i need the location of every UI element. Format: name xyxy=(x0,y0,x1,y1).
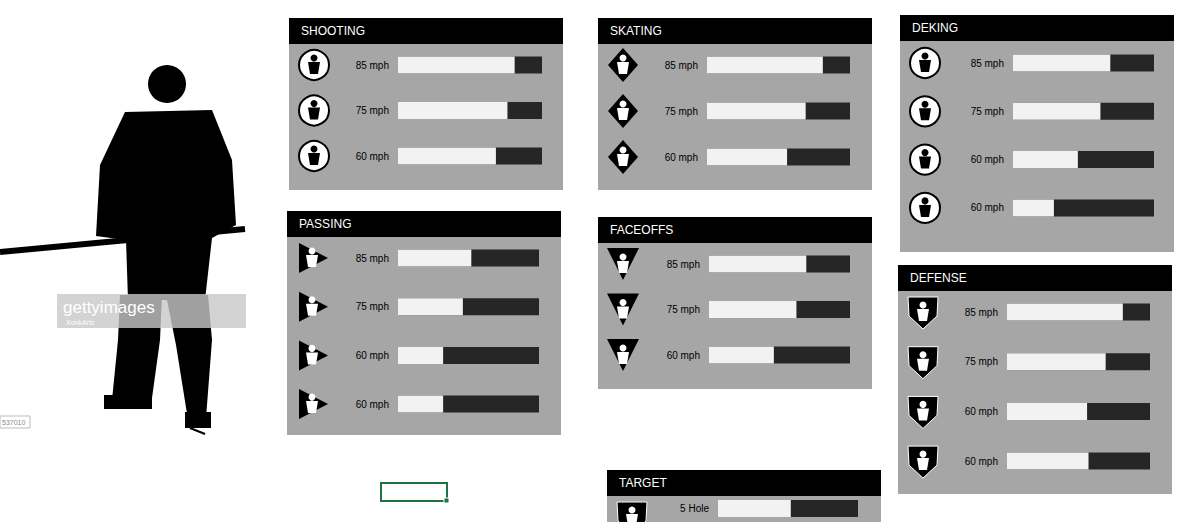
svg-text:5 Hole: 5 Hole xyxy=(680,503,709,514)
svg-text:FACEOFFS: FACEOFFS xyxy=(610,223,673,237)
svg-text:60 mph: 60 mph xyxy=(667,350,700,361)
svg-text:537010: 537010 xyxy=(2,419,25,426)
svg-text:85 mph: 85 mph xyxy=(356,253,389,264)
svg-text:75 mph: 75 mph xyxy=(971,106,1004,117)
svg-text:75 mph: 75 mph xyxy=(965,356,998,367)
svg-text:DEKING: DEKING xyxy=(912,21,958,35)
svg-text:85 mph: 85 mph xyxy=(356,60,389,71)
svg-text:75 mph: 75 mph xyxy=(665,106,698,117)
svg-text:75 mph: 75 mph xyxy=(356,105,389,116)
svg-text:SKATING: SKATING xyxy=(610,24,662,38)
svg-text:60 mph: 60 mph xyxy=(965,406,998,417)
svg-text:75 mph: 75 mph xyxy=(667,304,700,315)
svg-text:gettyimages: gettyimages xyxy=(63,298,155,317)
svg-text:85 mph: 85 mph xyxy=(965,307,998,318)
svg-text:SHOOTING: SHOOTING xyxy=(301,24,365,38)
svg-text:60 mph: 60 mph xyxy=(665,152,698,163)
svg-text:60 mph: 60 mph xyxy=(356,151,389,162)
svg-text:60 mph: 60 mph xyxy=(356,350,389,361)
svg-text:85 mph: 85 mph xyxy=(665,60,698,71)
svg-text:60 mph: 60 mph xyxy=(971,202,1004,213)
svg-text:PASSING: PASSING xyxy=(299,217,351,231)
svg-text:85 mph: 85 mph xyxy=(667,259,700,270)
svg-text:TARGET: TARGET xyxy=(619,476,667,490)
svg-text:DEFENSE: DEFENSE xyxy=(910,271,967,285)
svg-text:60 mph: 60 mph xyxy=(965,456,998,467)
svg-text:60 mph: 60 mph xyxy=(971,154,1004,165)
svg-text:85 mph: 85 mph xyxy=(971,58,1004,69)
svg-text:60 mph: 60 mph xyxy=(356,399,389,410)
svg-text:75 mph: 75 mph xyxy=(356,301,389,312)
svg-text:XonkArts: XonkArts xyxy=(66,319,95,326)
